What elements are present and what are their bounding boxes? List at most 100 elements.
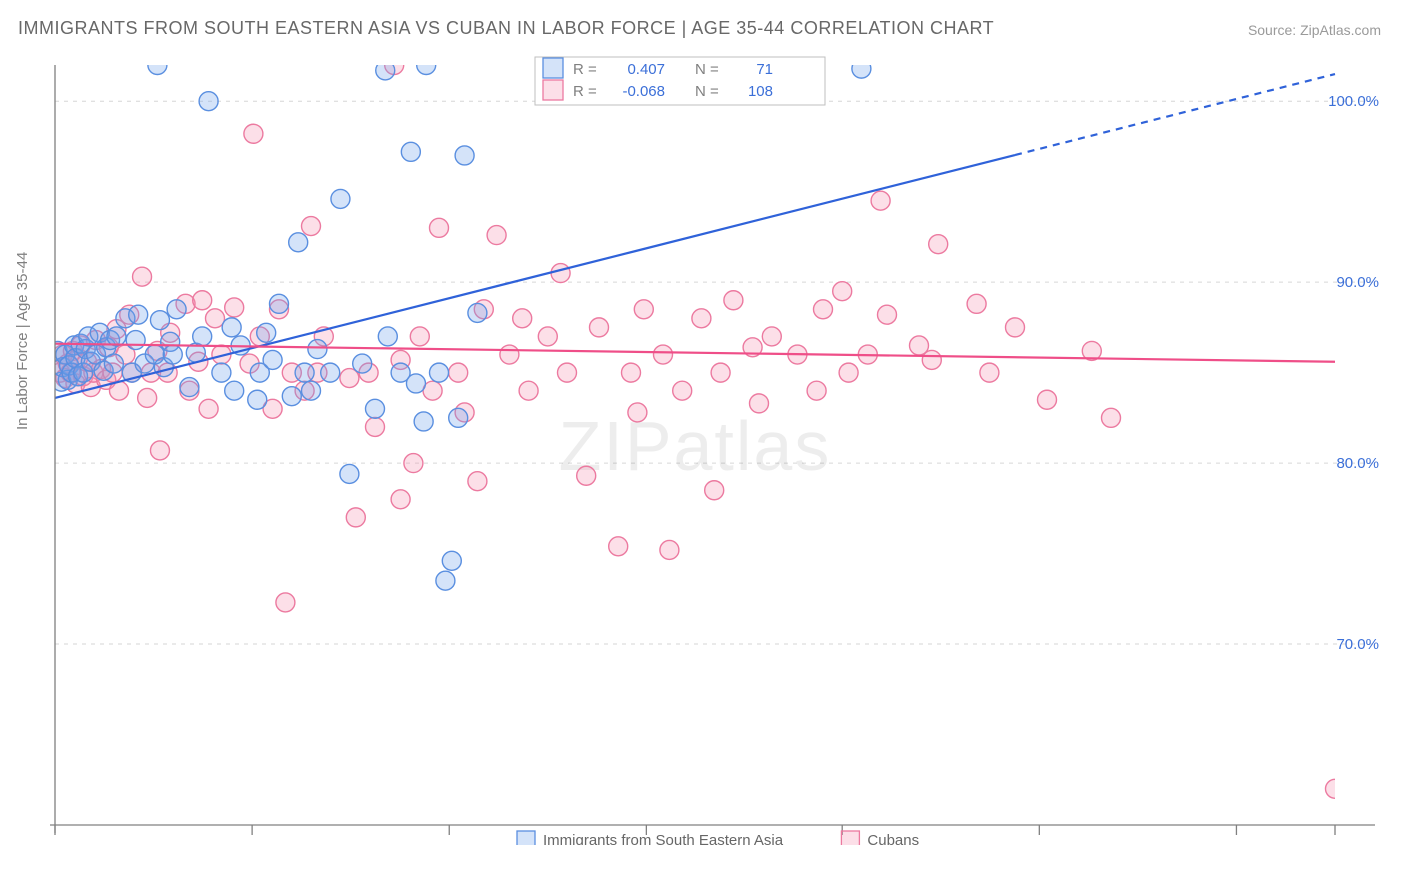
data-point (129, 305, 148, 324)
data-point (724, 291, 743, 310)
data-point (673, 381, 692, 400)
data-point (577, 466, 596, 485)
chart-svg: 70.0% 80.0% 90.0% 100.0% ZIPatlas 0.0% 100.0% R… (45, 55, 1385, 845)
data-point (833, 282, 852, 301)
data-point (104, 354, 123, 373)
data-point (282, 387, 301, 406)
data-point (1102, 408, 1121, 427)
data-point (199, 399, 218, 418)
data-point (378, 327, 397, 346)
data-point (500, 345, 519, 364)
data-point (212, 363, 231, 382)
data-point (628, 403, 647, 422)
data-point (404, 454, 423, 473)
data-point (193, 291, 212, 310)
data-point (366, 399, 385, 418)
data-point (750, 394, 769, 413)
data-point (468, 303, 487, 322)
data-point (414, 412, 433, 431)
legend-n-value: 108 (748, 83, 773, 100)
bottom-legend-swatch-seasia (517, 831, 535, 845)
data-point (558, 363, 577, 382)
data-point (814, 300, 833, 319)
x-tick-label: 100.0% (1282, 842, 1333, 845)
data-point (711, 363, 730, 382)
data-point (762, 327, 781, 346)
data-point (302, 217, 321, 236)
legend-n-value: 71 (756, 61, 773, 78)
bottom-legend-label-seasia: Immigrants from South Eastern Asia (543, 832, 784, 845)
data-point (270, 294, 289, 313)
data-point (302, 381, 321, 400)
legend-n-label: N = (695, 61, 719, 78)
data-point (167, 300, 186, 319)
data-point (417, 56, 436, 75)
bottom-legend-label-cubans: Cubans (867, 832, 919, 845)
data-point (331, 189, 350, 208)
data-point (609, 537, 628, 556)
data-point (199, 92, 218, 111)
data-point (538, 327, 557, 346)
data-point (442, 551, 461, 570)
y-tick-label: 90.0% (1336, 274, 1379, 291)
data-point (206, 309, 225, 328)
data-point (222, 318, 241, 337)
legend-swatch-seasia (543, 58, 563, 78)
source-attribution: Source: ZipAtlas.com (1248, 22, 1381, 38)
data-point (455, 146, 474, 165)
x-tick-label: 0.0% (57, 842, 91, 845)
data-point (401, 142, 420, 161)
data-point (871, 191, 890, 210)
y-tick-label: 80.0% (1336, 455, 1379, 472)
data-point (353, 354, 372, 373)
data-point (634, 300, 653, 319)
y-tick-label: 100.0% (1328, 93, 1379, 110)
source-prefix: Source: (1248, 22, 1300, 38)
data-point (163, 345, 182, 364)
data-point (391, 490, 410, 509)
data-point (148, 56, 167, 75)
source-name: ZipAtlas.com (1300, 22, 1381, 38)
data-point (980, 363, 999, 382)
legend-swatch-cubans (543, 80, 563, 100)
legend-r-label: R = (573, 83, 597, 100)
legend-n-label: N = (695, 83, 719, 100)
data-point (346, 508, 365, 527)
data-point (839, 363, 858, 382)
data-point (807, 381, 826, 400)
data-point (340, 464, 359, 483)
data-point (193, 327, 212, 346)
data-point (180, 378, 199, 397)
chart-title: IMMIGRANTS FROM SOUTH EASTERN ASIA VS CU… (18, 18, 994, 39)
data-point (654, 345, 673, 364)
data-point (244, 124, 263, 143)
y-tick-label: 70.0% (1336, 636, 1379, 653)
data-point (519, 381, 538, 400)
data-point (852, 59, 871, 78)
watermark: ZIPatlas (559, 407, 832, 485)
data-point (1006, 318, 1025, 337)
trend-line-seasia-extrapolated (1015, 74, 1335, 155)
data-point (295, 363, 314, 382)
data-point (436, 571, 455, 590)
data-point (929, 235, 948, 254)
data-point (263, 350, 282, 369)
data-point (449, 363, 468, 382)
data-point (138, 388, 157, 407)
data-point (1326, 779, 1345, 798)
data-point (1038, 390, 1057, 409)
data-point (878, 305, 897, 324)
bottom-legend-swatch-cubans (841, 831, 859, 845)
data-point (225, 381, 244, 400)
data-point (133, 267, 152, 286)
data-point (406, 374, 425, 393)
data-point (321, 363, 340, 382)
data-point (922, 350, 941, 369)
data-point (590, 318, 609, 337)
data-point (376, 61, 395, 80)
legend-r-value: -0.068 (622, 83, 665, 100)
data-point (126, 331, 145, 350)
data-point (660, 540, 679, 559)
legend-r-value: 0.407 (627, 61, 665, 78)
data-point (449, 408, 468, 427)
